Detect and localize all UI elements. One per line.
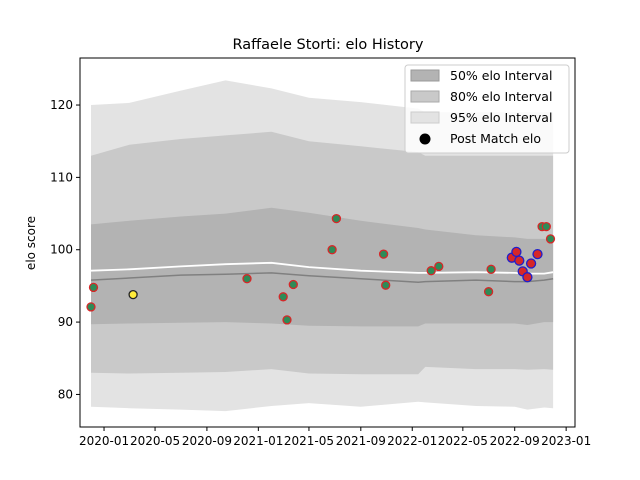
x-tick-label: 2023-01 <box>541 434 591 448</box>
post-match-point <box>511 246 522 258</box>
post-match-points <box>86 213 556 325</box>
x-tick-label: 2022-09 <box>490 434 540 448</box>
x-tick-label: 2020-01 <box>79 434 129 448</box>
legend-swatch-50 <box>410 69 440 82</box>
post-match-point <box>525 258 537 269</box>
post-match-point <box>426 266 436 276</box>
x-tick-label: 2021-05 <box>284 434 334 448</box>
legend-swatch-95 <box>410 111 440 124</box>
plot-area <box>86 80 556 412</box>
x-tick-label: 2021-01 <box>233 434 283 448</box>
post-match-point <box>378 249 389 259</box>
post-match-point <box>288 279 298 290</box>
post-match-point <box>522 272 533 283</box>
post-match-point <box>486 264 496 274</box>
legend-label-80: 80% elo Interval <box>450 89 552 104</box>
post-match-point <box>541 221 551 232</box>
post-match-point <box>282 315 292 325</box>
post-match-point <box>128 289 138 300</box>
y-tick-label: 100 <box>50 243 73 257</box>
x-tick-label: 2022-05 <box>438 434 488 448</box>
x-tick-label: 2020-05 <box>130 434 180 448</box>
y-tick-label: 110 <box>50 170 73 184</box>
post-match-point <box>532 248 543 260</box>
post-match-point <box>545 234 556 244</box>
legend: 50% elo Interval 80% elo Interval 95% el… <box>404 64 570 154</box>
x-axis-ticks: 2020-01 2020-05 2020-09 2021-01 2021-05 2021-… <box>79 427 591 448</box>
y-tick-label: 90 <box>58 315 73 329</box>
post-match-point <box>381 280 391 290</box>
x-tick-label: 2022-01 <box>387 434 437 448</box>
legend-label-post-match: Post Match elo <box>450 131 541 146</box>
post-match-point <box>514 255 525 266</box>
post-match-point <box>278 292 288 302</box>
legend-box <box>404 64 570 154</box>
post-match-point <box>242 274 252 284</box>
legend-swatch-80 <box>410 90 440 103</box>
post-match-point <box>483 287 494 297</box>
post-match-point <box>86 302 96 312</box>
y-axis-label: elo score <box>24 216 38 270</box>
y-tick-label: 120 <box>50 98 73 112</box>
legend-label-95: 95% elo Interval <box>450 110 552 125</box>
post-match-point <box>331 213 342 224</box>
band-50 <box>91 207 554 327</box>
legend-label-50: 50% elo Interval <box>450 68 552 83</box>
legend-marker-post-match <box>419 133 431 145</box>
interval-bands <box>91 80 554 412</box>
y-tick-label: 80 <box>58 387 73 401</box>
post-match-point <box>434 261 444 272</box>
x-tick-label: 2021-09 <box>336 434 386 448</box>
post-match-point <box>327 245 337 255</box>
y-axis-ticks: 80 90 100 110 120 <box>50 98 80 401</box>
axes-frame <box>79 57 576 428</box>
post-match-point <box>88 282 99 293</box>
chart-title: Raffaele Storti: elo History <box>233 37 424 53</box>
x-tick-label: 2020-09 <box>182 434 232 448</box>
